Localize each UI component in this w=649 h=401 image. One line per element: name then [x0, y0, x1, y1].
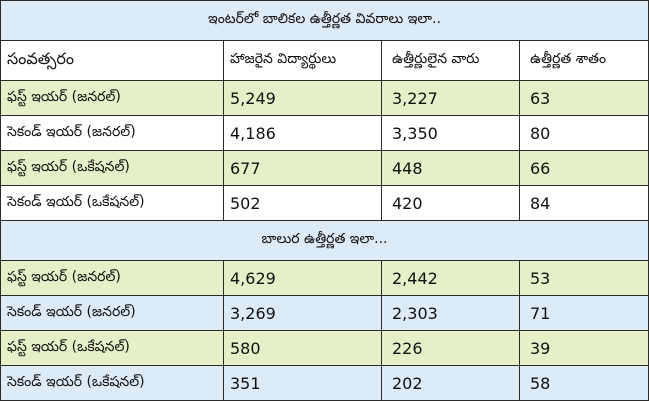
year-cell: సెకండ్‌ ఇయర్‌ (ఒకేషనల్‌) [0, 366, 223, 400]
passed-cell: 226 [381, 331, 519, 365]
appeared-cell: 3,269 [223, 296, 381, 330]
appeared-cell: 677 [223, 151, 381, 185]
header-year: సంవత్సరం [0, 41, 223, 80]
header-row: సంవత్సరం హాజరైన విద్యార్థులు ఉత్తీర్ణులై… [0, 41, 649, 81]
percentage-cell: 66 [519, 151, 649, 185]
table-row: సెకండ్‌ ఇయర్‌ (జనరల్‌) 3,269 2,303 71 [0, 296, 649, 331]
header-pass-percentage: ఉత్తీర్ణత శాతం [519, 41, 649, 80]
passed-cell: 2,442 [381, 261, 519, 295]
percentage-cell: 39 [519, 331, 649, 365]
percentage-cell: 53 [519, 261, 649, 295]
table-row: సెకండ్‌ ఇయర్‌ (ఒకేషనల్‌) 502 420 84 [0, 186, 649, 221]
passed-cell: 202 [381, 366, 519, 400]
appeared-cell: 502 [223, 186, 381, 220]
percentage-cell: 80 [519, 116, 649, 150]
appeared-cell: 580 [223, 331, 381, 365]
percentage-cell: 84 [519, 186, 649, 220]
boys-title-row: బాలుర ఉత్తీర్ణత ఇలా... [0, 221, 649, 261]
table-row: సెకండ్‌ ఇయర్‌ (ఒకేషనల్‌) 351 202 58 [0, 366, 649, 401]
year-cell: సెకండ్‌ ఇయర్‌ (జనరల్‌) [0, 296, 223, 330]
table-row: సెకండ్‌ ఇయర్‌ (జనరల్‌) 4,186 3,350 80 [0, 116, 649, 151]
table-row: ఫస్ట్‌ ఇయర్‌ (జనరల్‌) 5,249 3,227 63 [0, 81, 649, 116]
boys-title: బాలుర ఉత్తీర్ణత ఇలా... [0, 221, 649, 260]
appeared-cell: 4,629 [223, 261, 381, 295]
passed-cell: 448 [381, 151, 519, 185]
appeared-cell: 5,249 [223, 81, 381, 115]
passed-cell: 2,303 [381, 296, 519, 330]
year-cell: సెకండ్‌ ఇయర్‌ (జనరల్‌) [0, 116, 223, 150]
girls-title: ఇంటర్‌లో బాలికల ఉత్తీర్ణత వివరాలు ఇలా.. [0, 1, 649, 40]
year-cell: ఫస్ట్‌ ఇయర్‌ (ఒకేషనల్‌) [0, 151, 223, 185]
percentage-cell: 71 [519, 296, 649, 330]
header-passed: ఉత్తీర్ణులైన వారు [381, 41, 519, 80]
percentage-cell: 58 [519, 366, 649, 400]
year-cell: ఫస్ట్‌ ఇయర్‌ (జనరల్‌) [0, 81, 223, 115]
table-row: ఫస్ట్‌ ఇయర్‌ (ఒకేషనల్‌) 677 448 66 [0, 151, 649, 186]
passed-cell: 3,227 [381, 81, 519, 115]
year-cell: ఫస్ట్‌ ఇయర్‌ (ఒకేషనల్‌) [0, 331, 223, 365]
passed-cell: 3,350 [381, 116, 519, 150]
appeared-cell: 351 [223, 366, 381, 400]
passed-cell: 420 [381, 186, 519, 220]
percentage-cell: 63 [519, 81, 649, 115]
header-appeared: హాజరైన విద్యార్థులు [223, 41, 381, 80]
table-row: ఫస్ట్‌ ఇయర్‌ (ఒకేషనల్‌) 580 226 39 [0, 331, 649, 366]
year-cell: ఫస్ట్‌ ఇయర్‌ (జనరల్‌) [0, 261, 223, 295]
year-cell: సెకండ్‌ ఇయర్‌ (ఒకేషనల్‌) [0, 186, 223, 220]
table-row: ఫస్ట్‌ ఇయర్‌ (జనరల్‌) 4,629 2,442 53 [0, 261, 649, 296]
girls-title-row: ఇంటర్‌లో బాలికల ఉత్తీర్ణత వివరాలు ఇలా.. [0, 0, 649, 41]
appeared-cell: 4,186 [223, 116, 381, 150]
